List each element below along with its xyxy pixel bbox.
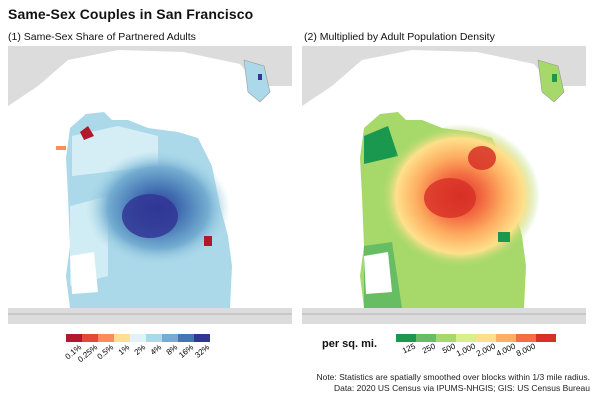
surrounding-land [302,46,586,106]
legend-tick-label: 1% [117,343,132,357]
legend-swatch [436,334,456,342]
legend-swatch [416,334,436,342]
legend-swatch [194,334,210,342]
legend-tick-label: 0.5% [96,343,116,362]
legend-swatch [516,334,536,342]
panel-1-title: (1) Same-Sex Share of Partnered Adults [8,31,196,43]
legend-tick-label: 250 [421,341,437,355]
legend-tick-label: 500 [441,341,457,355]
legend-tick-label: 2% [133,343,148,357]
legend-swatch [496,334,516,342]
note-data-source: Data: 2020 US Census via IPUMS-NHGIS; GI… [333,383,590,393]
legend-swatch [98,334,114,342]
legend-tick-label: 4% [149,343,164,357]
legend-swatch [162,334,178,342]
panel-2-title: (2) Multiplied by Adult Population Densi… [304,31,495,43]
legend-tick-label: 125 [401,341,417,355]
share-legend: 0.1%0.25%0.5% 1% 2% 4% 8%16%32% [64,334,211,364]
note-smoothing: Note: Statistics are spatially smoothed … [316,372,590,382]
figure-title: Same-Sex Couples in San Francisco [8,6,254,22]
legend-swatch [146,334,162,342]
legend-swatch [114,334,130,342]
density-legend-unit: per sq. mi. [322,338,378,350]
legend-tick-label: 8% [165,343,180,357]
legend-swatch [82,334,98,342]
legend-tick-label: 16% [177,343,195,360]
legend-swatch [536,334,556,342]
treasure-island [537,59,565,103]
legend-swatch [130,334,146,342]
treasure-island [243,59,271,103]
same-sex-share-map [8,46,292,324]
southern-land [302,308,586,324]
density-weighted-map [302,46,586,324]
southern-land [8,308,292,324]
legend-swatch [456,334,476,342]
legend-tick-label: 8,000 [515,341,537,358]
surrounding-land [8,46,292,106]
legend-swatch [476,334,496,342]
legend-swatch [66,334,82,342]
legend-tick-label: 32% [193,343,211,360]
legend-swatch [396,334,416,342]
legend-swatch [178,334,194,342]
